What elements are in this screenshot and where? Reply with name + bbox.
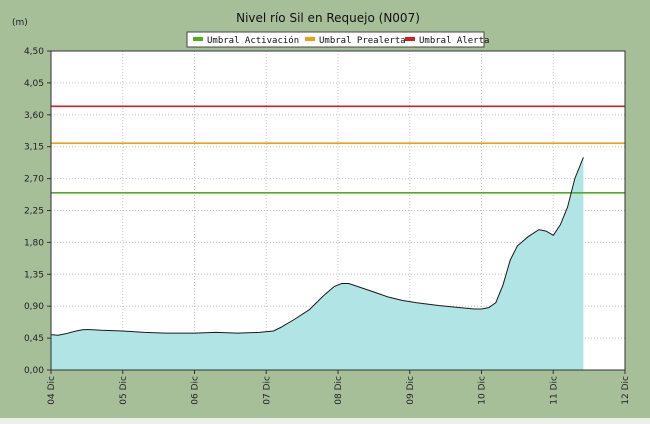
threshold-lines [51,105,625,194]
legend-swatch [305,37,315,41]
plot-border [50,50,626,371]
legend-label: Umbral Activación [207,35,299,46]
y-tick-label: 3,15 [24,143,44,153]
x-tick-label: 07 Dic [262,376,272,405]
x-tick-label: 12 Dic [621,376,631,405]
x-tick-label: 11 Dic [549,376,559,405]
legend-label: Umbral Prealerta [319,36,406,46]
y-tick-label: 2,25 [24,207,44,217]
y-axis-ticks: 0,00 0,45 0,90 1,35 1,80 2,25 2,70 3,15 3,60 4,05… [24,47,51,376]
y-tick-label: 0,90 [24,302,44,312]
y-tick-label: 4,05 [24,79,44,89]
legend: Umbral Activación Umbral Prealerta Umbral … [186,31,489,48]
y-axis-unit: (m) [12,18,28,28]
legend-swatch [405,37,415,41]
x-tick-label: 08 Dic [334,376,344,405]
legend-box [186,31,485,48]
y-tick-label: 4,50 [24,47,44,57]
y-tick-label: 0,45 [24,334,44,344]
x-tick-label: 10 Dic [478,376,488,405]
x-tick-label: 09 Dic [406,376,416,405]
bottom-strip [0,418,650,424]
x-axis-ticks: 04 Dic 05 Dic 06 Dic 07 Dic 08 Dic 09 Dic 10 D… [47,370,631,405]
x-tick-label: 05 Dic [119,376,129,405]
legend-label: Umbral Alerta [419,36,489,46]
chart-title: Nivel río Sil en Requejo (N007) [236,11,420,25]
x-tick-label: 06 Dic [191,376,201,405]
y-tick-label: 2,70 [24,175,44,185]
y-tick-label: 0,00 [24,366,44,376]
y-tick-label: 1,80 [24,238,44,248]
level-line [50,157,584,336]
legend-swatch [193,37,203,41]
level-area [51,157,584,370]
y-tick-label: 3,60 [24,111,44,121]
x-tick-label: 04 Dic [47,376,57,405]
y-tick-label: 1,35 [24,270,44,280]
